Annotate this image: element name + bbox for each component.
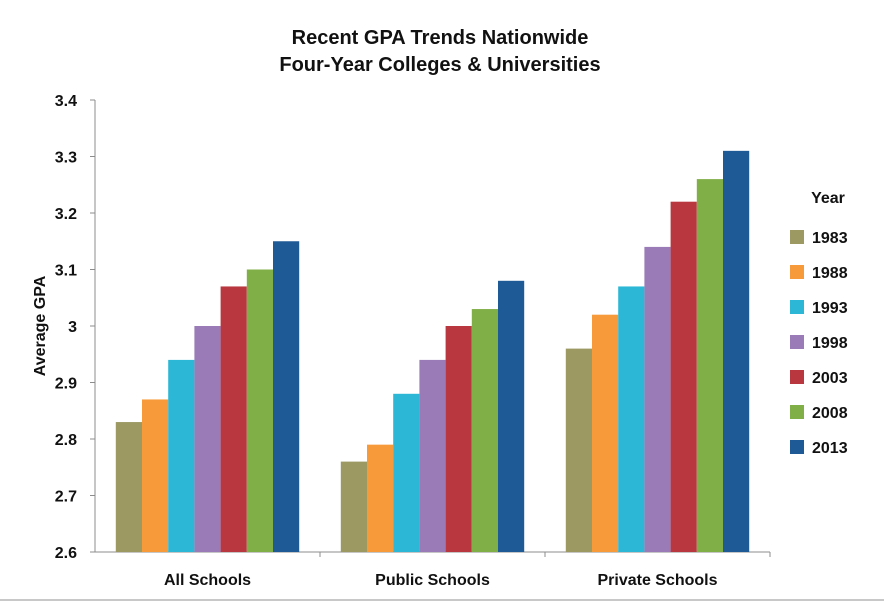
bar-1993-public-schools — [393, 393, 420, 552]
bar-2013-public-schools — [498, 280, 525, 552]
legend-swatch-2003 — [790, 370, 804, 384]
bar-1998-all-schools — [194, 326, 221, 552]
y-tick-label: 2.8 — [55, 432, 77, 449]
bar-1993-all-schools — [168, 359, 195, 552]
legend-label-1988: 1988 — [812, 265, 848, 282]
legend-label-2003: 2003 — [812, 370, 848, 387]
bar-1983-all-schools — [115, 422, 142, 552]
legend-swatch-1983 — [790, 230, 804, 244]
legend-label-1983: 1983 — [812, 230, 848, 247]
bar-2008-public-schools — [471, 309, 498, 552]
y-tick-label: 2.9 — [55, 376, 77, 393]
y-tick-label: 3 — [68, 319, 77, 336]
y-tick-label: 2.7 — [55, 489, 77, 506]
x-tick-label: All Schools — [164, 572, 251, 589]
chart-subtitle: Four-Year Colleges & Universities — [279, 54, 600, 76]
bar-2003-private-schools — [670, 201, 697, 552]
legend-title: Year — [811, 190, 845, 207]
bar-1983-public-schools — [340, 461, 367, 552]
y-tick-label: 3.3 — [55, 150, 77, 167]
bar-1998-public-schools — [419, 359, 446, 552]
legend-label-1993: 1993 — [812, 300, 848, 317]
y-tick-label: 3.4 — [55, 93, 77, 110]
bar-1993-private-schools — [618, 286, 645, 552]
bar-1988-public-schools — [367, 444, 394, 552]
bar-2003-public-schools — [445, 326, 472, 552]
bar-1988-all-schools — [142, 399, 169, 552]
legend-label-2013: 2013 — [812, 440, 848, 457]
bar-2013-all-schools — [273, 241, 300, 552]
legend-swatch-1988 — [790, 265, 804, 279]
bar-1998-private-schools — [644, 246, 671, 552]
bar-2003-all-schools — [220, 286, 247, 552]
legend-swatch-1993 — [790, 300, 804, 314]
bar-2013-private-schools — [723, 150, 750, 552]
x-tick-label: Public Schools — [375, 572, 490, 589]
bar-1988-private-schools — [592, 314, 619, 552]
legend-label-1998: 1998 — [812, 335, 848, 352]
chart-title: Recent GPA Trends Nationwide — [292, 27, 589, 49]
legend-label-2008: 2008 — [812, 405, 848, 422]
bar-2008-private-schools — [696, 179, 723, 552]
y-tick-label: 2.6 — [55, 545, 77, 562]
legend-swatch-2008 — [790, 405, 804, 419]
y-axis-label: Average GPA — [32, 275, 49, 376]
y-tick-label: 3.1 — [55, 263, 77, 280]
y-tick-label: 3.2 — [55, 206, 77, 223]
legend-swatch-1998 — [790, 335, 804, 349]
x-tick-label: Private Schools — [597, 572, 717, 589]
legend-swatch-2013 — [790, 440, 804, 454]
bar-2008-all-schools — [246, 269, 273, 552]
bottom-divider — [0, 599, 884, 601]
bar-1983-private-schools — [565, 348, 592, 552]
